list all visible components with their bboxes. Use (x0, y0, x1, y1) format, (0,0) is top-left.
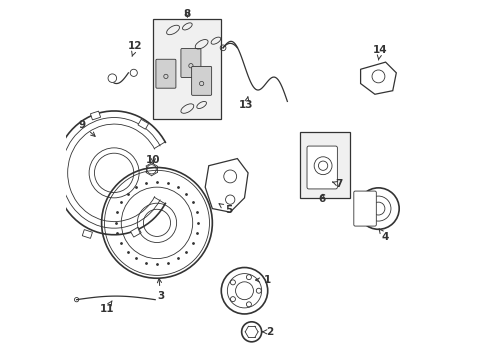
FancyBboxPatch shape (156, 59, 176, 88)
FancyBboxPatch shape (353, 191, 376, 226)
Text: 8: 8 (183, 9, 191, 19)
Bar (90, 111, 101, 120)
Bar (138, 120, 148, 129)
Text: 1: 1 (255, 275, 271, 285)
Text: 6: 6 (318, 194, 325, 203)
FancyBboxPatch shape (153, 19, 221, 119)
Text: 11: 11 (100, 301, 114, 314)
Text: 14: 14 (372, 45, 387, 60)
Bar (52, 141, 62, 152)
FancyBboxPatch shape (306, 146, 337, 189)
Text: 10: 10 (146, 156, 161, 165)
FancyBboxPatch shape (181, 49, 201, 77)
Text: 4: 4 (378, 229, 388, 242)
Text: 3: 3 (157, 279, 164, 301)
Text: 2: 2 (262, 327, 273, 337)
Bar (130, 227, 141, 237)
Bar (82, 230, 92, 238)
FancyBboxPatch shape (191, 66, 211, 95)
Text: 5: 5 (219, 204, 232, 215)
Bar (49, 192, 58, 203)
Text: 12: 12 (128, 41, 142, 57)
FancyBboxPatch shape (299, 132, 349, 198)
Text: 13: 13 (239, 97, 253, 110)
Text: 7: 7 (332, 179, 342, 189)
Text: 9: 9 (78, 120, 95, 136)
